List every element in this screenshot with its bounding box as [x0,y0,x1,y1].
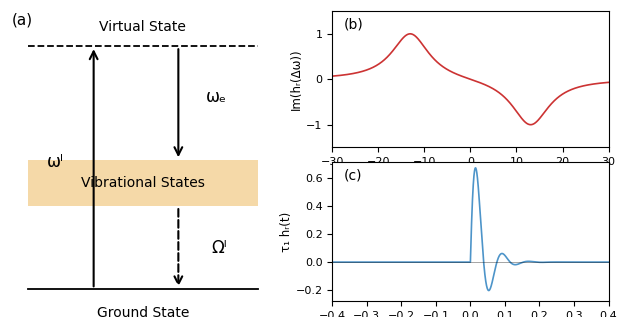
Text: ωᴵ: ωᴵ [47,152,64,171]
Text: Virtual State: Virtual State [99,20,186,34]
Text: (c): (c) [343,169,362,183]
Text: (a): (a) [12,12,33,28]
X-axis label: Δω/(2π) (THz): Δω/(2π) (THz) [427,169,514,182]
Text: Vibrational States: Vibrational States [81,176,205,190]
Text: Ground State: Ground State [97,306,189,317]
Text: Ωᴵ: Ωᴵ [212,239,227,257]
Text: ωₑ: ωₑ [206,88,227,106]
Bar [28,160,258,206]
Y-axis label: τ₁ hᵣ(t): τ₁ hᵣ(t) [279,211,292,251]
Y-axis label: Im(hᵣ(Δω)): Im(hᵣ(Δω)) [291,49,304,110]
Text: (b): (b) [343,18,363,32]
